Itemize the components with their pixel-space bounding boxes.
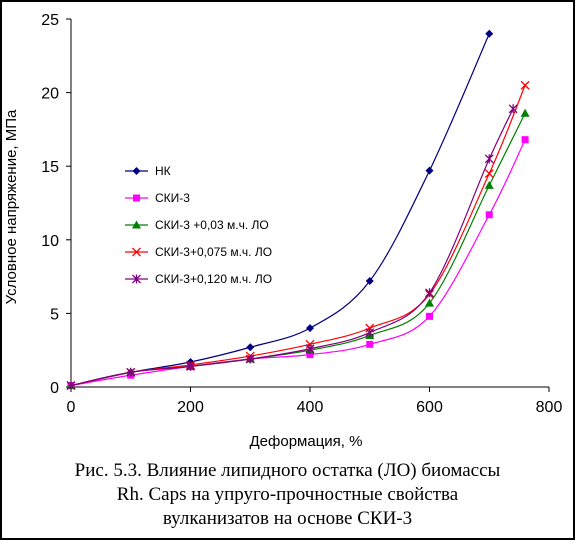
legend-label: СКИ-3+0,075 м.ч. ЛО bbox=[155, 245, 272, 259]
caption-line-1: Рис. 5.3. Влияние липидного остатка (ЛО)… bbox=[74, 460, 501, 481]
data-point bbox=[245, 354, 255, 364]
y-tick-label: 0 bbox=[50, 380, 59, 397]
legend-label: СКИ-3 +0,03 м.ч. ЛО bbox=[155, 218, 269, 232]
x-tick-label: 200 bbox=[177, 399, 204, 416]
data-point bbox=[425, 288, 434, 298]
data-point bbox=[484, 180, 494, 189]
x-axis-title: Деформация, % bbox=[250, 433, 363, 450]
data-point bbox=[484, 169, 494, 179]
figure-caption: Рис. 5.3. Влияние липидного остатка (ЛО)… bbox=[2, 459, 573, 531]
data-point bbox=[521, 136, 529, 144]
legend-marker bbox=[132, 220, 141, 229]
y-tick-label: 10 bbox=[41, 233, 59, 250]
data-point bbox=[425, 298, 434, 307]
caption-line-3: вулканизатов на основе СКИ-3 bbox=[162, 508, 413, 529]
legend-item: НК bbox=[125, 164, 171, 178]
series-line bbox=[70, 139, 526, 387]
data-point bbox=[425, 166, 434, 175]
legend-marker bbox=[132, 247, 141, 257]
x-tick-label: 0 bbox=[67, 399, 76, 416]
series-line bbox=[70, 108, 514, 387]
stress-strain-chart: 0 200 400 600 800 0 5 10 15 20 25 НК СКИ-3 СКИ-3 +0,… bbox=[3, 12, 562, 450]
caption-line-2: Rh. Caps на упруго-прочностные свойства bbox=[116, 484, 459, 505]
series-4 bbox=[66, 80, 530, 390]
data-point bbox=[306, 324, 314, 333]
legend: НК СКИ-3 СКИ-3 +0,03 м.ч. ЛО СКИ-3+0,075 м.… bbox=[125, 164, 272, 286]
x-tick-label: 600 bbox=[416, 399, 443, 416]
data-point bbox=[366, 340, 374, 348]
data-point bbox=[485, 211, 493, 219]
x-tick-label: 800 bbox=[536, 399, 563, 416]
y-axis-title: Условное напряжение, МПа bbox=[3, 109, 20, 304]
legend-label: СКИ-3 bbox=[155, 191, 190, 205]
axes: 0 200 400 600 800 0 5 10 15 20 25 bbox=[41, 12, 562, 416]
x-tick-label: 400 bbox=[297, 399, 324, 416]
legend-item: СКИ-3 bbox=[125, 191, 190, 205]
data-point bbox=[306, 351, 314, 359]
data-point bbox=[484, 154, 494, 164]
legend-item: СКИ-3 +0,03 м.ч. ЛО bbox=[125, 218, 269, 232]
series-5 bbox=[66, 104, 518, 391]
y-tick-label: 15 bbox=[41, 159, 59, 176]
legend-marker bbox=[132, 167, 141, 175]
data-point bbox=[66, 381, 76, 391]
y-tick-label: 20 bbox=[41, 86, 59, 103]
legend-item: СКИ-3+0,075 м.ч. ЛО bbox=[125, 245, 272, 259]
data-point bbox=[485, 29, 494, 38]
legend-marker bbox=[132, 274, 141, 284]
data-point bbox=[365, 277, 374, 286]
data-point bbox=[508, 104, 518, 114]
data-point bbox=[305, 344, 315, 354]
data-point bbox=[365, 328, 375, 338]
legend-label: НК bbox=[155, 164, 171, 178]
data-point bbox=[426, 312, 433, 320]
y-tick-label: 5 bbox=[50, 306, 59, 323]
series-layer bbox=[66, 29, 530, 391]
data-point bbox=[520, 80, 530, 90]
data-point bbox=[126, 367, 136, 377]
legend-marker bbox=[133, 194, 140, 202]
series-line bbox=[70, 85, 526, 387]
legend-item: СКИ-3+0,120 м.ч. ЛО bbox=[125, 272, 272, 286]
legend-label: СКИ-3+0,120 м.ч. ЛО bbox=[155, 272, 272, 286]
data-point bbox=[520, 108, 530, 117]
data-point bbox=[186, 361, 195, 371]
series-line bbox=[70, 33, 490, 387]
series-1 bbox=[67, 29, 494, 390]
y-tick-label: 25 bbox=[41, 12, 59, 29]
data-point bbox=[246, 343, 255, 352]
